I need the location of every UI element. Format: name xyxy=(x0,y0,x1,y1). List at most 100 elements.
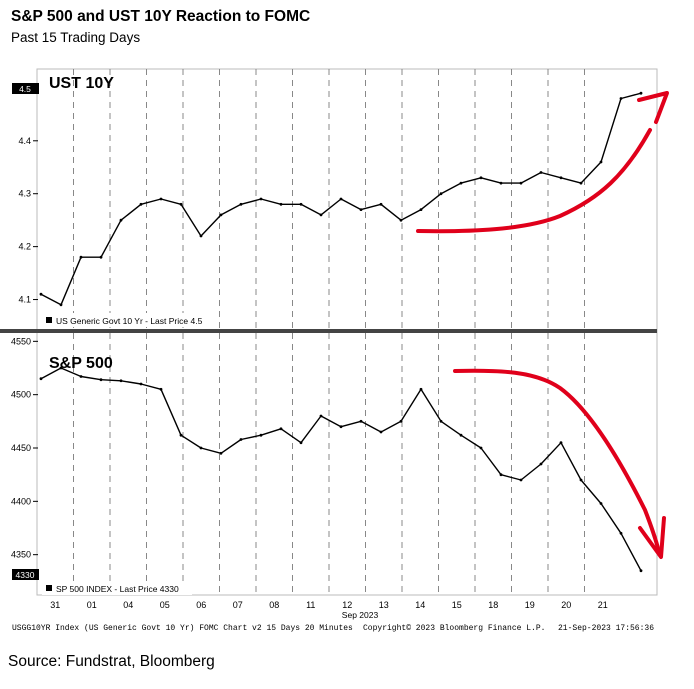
red-arrow-up-path xyxy=(416,128,652,234)
ust-data-point xyxy=(479,176,483,180)
ust-data-point xyxy=(199,234,203,238)
spx-data-point xyxy=(379,430,383,434)
ust-last-price-tag xyxy=(12,83,39,94)
spx-y-tick-label: 4450 xyxy=(11,443,31,453)
spx-data-point xyxy=(639,569,643,573)
ust-data-point xyxy=(519,181,523,185)
ust-data-point xyxy=(599,160,603,164)
spx-data-point xyxy=(419,387,423,391)
ust-data-point xyxy=(339,197,343,201)
ust-data-point xyxy=(299,202,303,206)
axis-layer: 31 01 04 05 06 07 08 11 12 13 14 15 18 19 20 21 4.1 4.2 4.… xyxy=(11,83,608,610)
ust-data-point xyxy=(99,255,103,259)
spx-data-point xyxy=(619,531,623,535)
spx-data-point xyxy=(199,446,203,450)
annotation-layer xyxy=(416,91,669,559)
ust-data-point xyxy=(439,192,443,196)
ust-data-point xyxy=(39,292,43,296)
footer-timestamp: 21-Sep-2023 17:56:36 xyxy=(558,624,654,633)
x-tick-label: 19 xyxy=(525,600,535,610)
ust-data-point xyxy=(239,202,243,206)
x-tick-label: 21 xyxy=(598,600,608,610)
spx-data-point xyxy=(239,438,243,441)
ust-data-point xyxy=(359,208,363,212)
spx-legend-swatch xyxy=(46,585,52,591)
spx-data-point xyxy=(559,441,563,445)
ust-last-price-label: 4.5 xyxy=(19,84,31,94)
ust-data-point xyxy=(259,197,263,201)
spx-data-point xyxy=(279,427,283,431)
spx-data-point xyxy=(399,419,403,423)
ust-data-point xyxy=(59,303,63,307)
x-tick-label: 05 xyxy=(160,600,170,610)
x-tick-label: 13 xyxy=(379,600,389,610)
ust-data-point xyxy=(319,213,323,217)
ust-data-point xyxy=(179,202,183,206)
ust-data-point xyxy=(539,171,543,174)
x-tick-label: 18 xyxy=(488,600,498,610)
spx-data-point xyxy=(99,378,103,382)
spx-data-point xyxy=(359,419,363,423)
spx-y-tick-label: 4350 xyxy=(11,550,31,560)
ust-data-point xyxy=(379,202,383,206)
spx-data-point xyxy=(479,446,483,450)
red-arrow-down-head xyxy=(638,516,666,559)
spx-y-tick-label: 4500 xyxy=(11,390,31,400)
x-tick-label: 11 xyxy=(306,600,315,610)
x-tick-label: 14 xyxy=(415,600,425,610)
x-tick-label: 01 xyxy=(87,600,97,610)
footer-index-text: USGG10YR Index (US Generic Govt 10 Yr) F… xyxy=(12,624,353,633)
spx-data-point xyxy=(59,366,63,370)
ust-data-point xyxy=(579,181,583,185)
ust-data-point xyxy=(279,202,283,206)
x-tick-label: 08 xyxy=(269,600,279,610)
ust-y-tick-label: 4.2 xyxy=(18,242,31,252)
spx-data-point xyxy=(139,382,143,386)
ust-data-point xyxy=(639,91,643,95)
ust-y-tick-label: 4.4 xyxy=(18,136,31,146)
ust-data-point xyxy=(79,255,83,259)
spx-data-point xyxy=(259,433,263,437)
ust-data-point xyxy=(119,218,123,222)
ust-data-point xyxy=(619,97,623,100)
spx-data-point xyxy=(339,425,343,429)
ust-legend-swatch xyxy=(46,317,52,323)
x-tick-label: 15 xyxy=(452,600,462,610)
spx-last-price-label: 4330 xyxy=(16,570,35,580)
spx-data-point xyxy=(79,375,83,378)
ust-y-tick-label: 4.3 xyxy=(18,189,31,199)
spx-series-line xyxy=(40,367,642,572)
x-tick-label: 04 xyxy=(123,600,133,610)
spx-data-point xyxy=(499,473,503,477)
footer-copyright: Copyright© 2023 Bloomberg Finance L.P. xyxy=(363,624,545,633)
spx-last-price-tag xyxy=(12,569,39,580)
spx-data-point xyxy=(159,387,163,391)
spx-y-tick-label: 4550 xyxy=(11,336,31,346)
spx-data-point xyxy=(319,414,323,418)
spx-data-point xyxy=(539,462,543,466)
spx-data-point xyxy=(579,478,583,482)
spx-legend-box xyxy=(42,581,192,595)
spx-panel-title: S&P 500 xyxy=(49,355,113,372)
ust-y-tick-label: 4.1 xyxy=(18,295,31,305)
x-tick-label: 20 xyxy=(561,600,571,610)
spx-data-point xyxy=(599,502,603,505)
x-tick-label: 06 xyxy=(196,600,206,610)
chart-subtitle: Past 15 Trading Days xyxy=(11,30,141,45)
ust-data-point xyxy=(499,181,503,185)
x-tick-label: 07 xyxy=(233,600,243,610)
spx-data-point xyxy=(439,419,443,423)
spx-data-point xyxy=(299,441,303,445)
ust-data-point xyxy=(139,202,143,206)
spx-data-point xyxy=(459,433,463,437)
ust-data-point xyxy=(219,213,223,217)
spx-data-point xyxy=(39,377,43,381)
ust-data-point xyxy=(159,197,163,201)
ust-data-point xyxy=(419,208,423,212)
x-month-label: Sep 2023 xyxy=(342,610,379,620)
spx-data-point xyxy=(179,433,183,437)
x-tick-label: 31 xyxy=(50,600,60,610)
red-arrow-down-path xyxy=(453,368,661,554)
spx-y-tick-label: 4400 xyxy=(11,496,31,506)
